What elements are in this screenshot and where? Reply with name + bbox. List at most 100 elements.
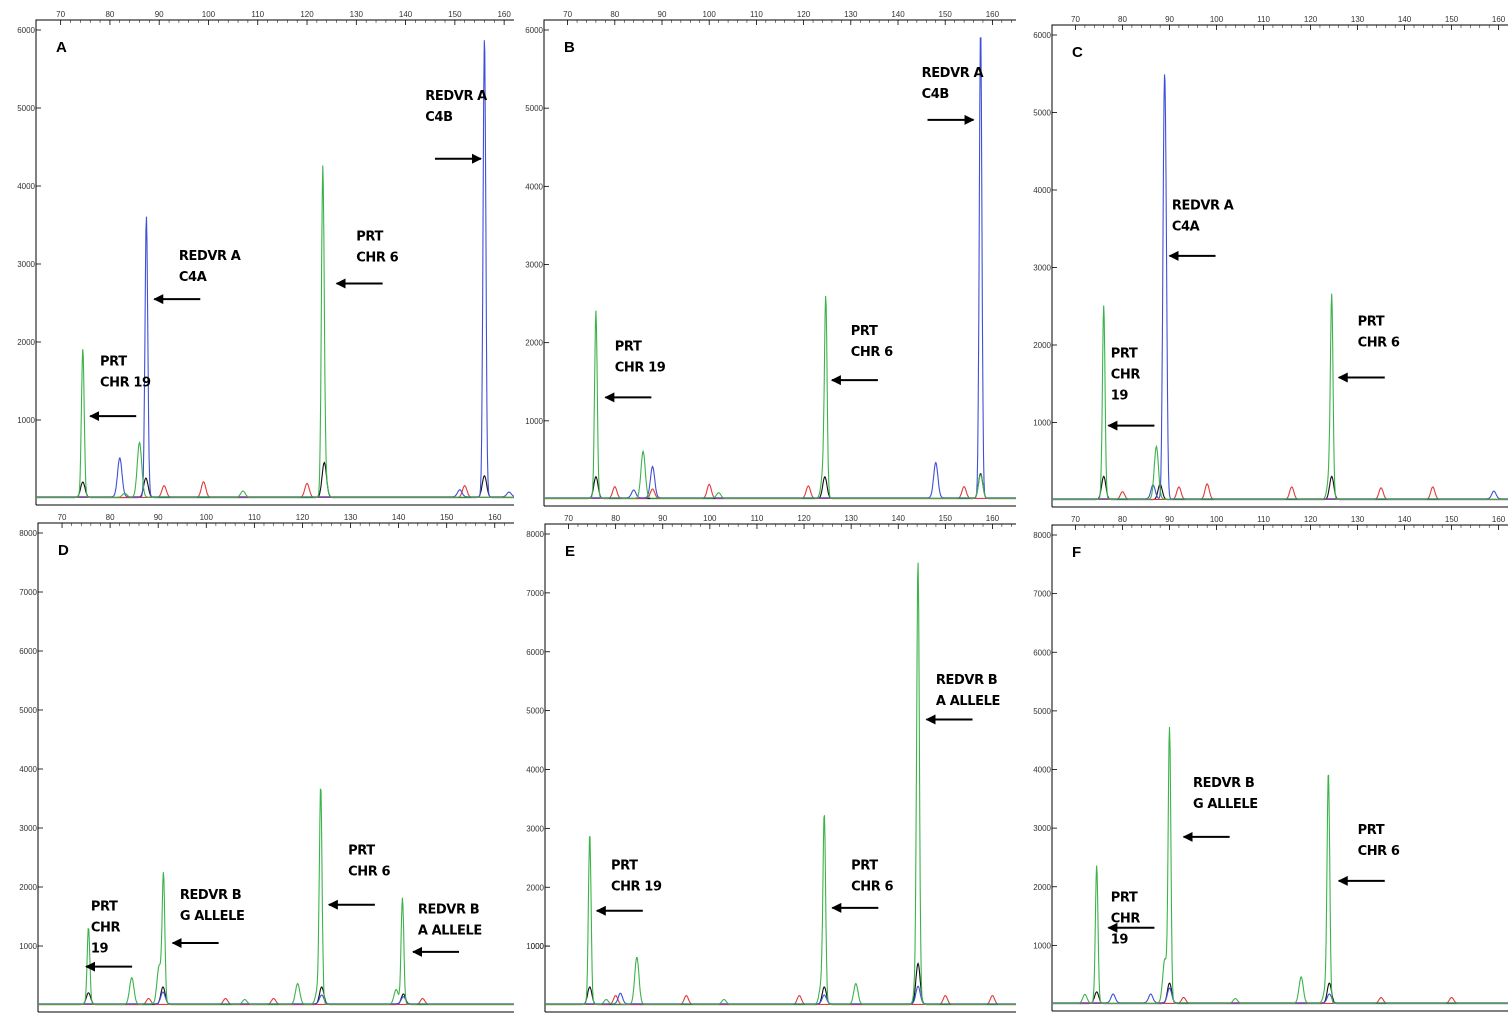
y-tick-label: 5000	[525, 104, 543, 113]
panel-label: D	[58, 542, 69, 559]
y-tick-label: 3000	[525, 261, 543, 270]
y-tick-label: 4000	[1033, 766, 1051, 775]
annotation: PRT CHR 19	[1107, 890, 1155, 947]
x-tick-label: 120	[1304, 15, 1318, 24]
x-tick-label: 90	[658, 514, 667, 523]
x-tick-label: 100	[1210, 15, 1224, 24]
annotation-label: CHR 6	[356, 251, 398, 266]
y-tick-label: 5000	[1033, 707, 1051, 716]
y-tick-label: 1000	[1033, 941, 1051, 950]
annotation-label: CHR	[91, 921, 121, 936]
y-tick-label: 7000	[1033, 590, 1051, 599]
trace-red	[1052, 483, 1508, 500]
annotation-label: PRT	[851, 324, 878, 339]
annotation: REDVR B A ALLELE	[412, 903, 482, 957]
annotation: REDVR A C4B	[425, 89, 488, 164]
y-tick-label: 4000	[19, 765, 37, 774]
annotation: REDVR A C4B	[922, 66, 984, 125]
annotation-label: A ALLELE	[418, 924, 482, 939]
annotation-label: CHR 19	[100, 375, 151, 390]
y-tick-label: 5000	[19, 706, 37, 715]
x-tick-label: 100	[200, 513, 214, 522]
x-tick-label: 80	[1118, 515, 1127, 524]
panel-c: 70 80 90 100 110 120 130 140 150 160 1000 2000 3000 4…	[1033, 15, 1508, 508]
annotation-label: REDVR B	[936, 673, 997, 688]
y-tick-label: 1000	[19, 942, 37, 951]
trace-black	[1052, 982, 1508, 1005]
x-tick-label: 140	[399, 10, 413, 19]
trace-blue	[1052, 987, 1508, 1004]
annotation: PRT CHR 6	[335, 230, 399, 289]
trace-blue	[1052, 74, 1508, 500]
annotation: REDVR A C4A	[1168, 198, 1234, 261]
annotation-label: C4A	[1172, 219, 1200, 234]
annotation-label: PRT	[348, 844, 375, 859]
y-tick-label: 3000	[526, 824, 544, 833]
x-tick-label: 80	[611, 514, 620, 523]
annotation-label: PRT	[1358, 823, 1385, 838]
panel-a: 70 80 90 100 110 120 130 140 150 160 1000 2000 3000 4…	[17, 10, 514, 506]
y-tick-label: 3000	[19, 824, 37, 833]
annotation: PRT CHR 6	[830, 324, 894, 386]
x-tick-label: 110	[1257, 15, 1270, 24]
y-tick-label: 6000	[1033, 31, 1051, 40]
trace-black	[1052, 475, 1508, 501]
y-tick-label: 7000	[526, 589, 544, 598]
panel-frame	[35, 19, 514, 506]
y-tick-label: 2000	[1033, 883, 1051, 892]
x-tick-label: 100	[703, 514, 717, 523]
x-tick-label: 150	[939, 10, 953, 19]
x-tick-label: 120	[797, 514, 811, 523]
annotation-label: C4B	[922, 87, 949, 102]
annotation-label: 19	[91, 942, 109, 957]
trace-green	[36, 165, 514, 498]
annotation: PRT CHR 19	[595, 859, 662, 916]
x-tick-label: 120	[1304, 515, 1318, 524]
trace-red	[36, 481, 514, 498]
annotation-label: CHR 6	[851, 345, 893, 360]
trace-black	[36, 461, 514, 499]
x-tick-label: 90	[1165, 15, 1174, 24]
annotation-label: G ALLELE	[180, 909, 245, 924]
annotation-label: PRT	[615, 339, 642, 354]
panel-label: A	[56, 39, 67, 56]
annotation-label: A ALLELE	[936, 694, 1000, 709]
y-tick-label: 3000	[17, 260, 35, 269]
annotation-label: PRT	[91, 900, 118, 915]
panel-frame	[543, 19, 1016, 507]
x-tick-label: 120	[300, 10, 314, 19]
annotation-label: PRT	[611, 859, 638, 874]
x-tick-label: 150	[1445, 515, 1459, 524]
annotation-label: PRT	[100, 354, 127, 369]
annotation-label: REDVR B	[1193, 776, 1254, 791]
x-tick-label: 160	[1492, 515, 1506, 524]
trace-green	[544, 295, 1016, 499]
trace-red	[544, 483, 1016, 499]
annotation-label: CHR 6	[851, 880, 893, 895]
y-tick-label: 5000	[526, 707, 544, 716]
x-tick-label: 100	[703, 10, 717, 19]
annotation: REDVR B G ALLELE	[171, 888, 245, 949]
x-tick-label: 90	[1165, 515, 1174, 524]
x-tick-label: 70	[1071, 15, 1080, 24]
annotation-label: REDVR A	[922, 66, 984, 81]
trace-black	[545, 962, 1016, 1006]
y-tick-label: 2000	[17, 338, 35, 347]
panel-frame	[1051, 524, 1508, 1012]
annotation: REDVR B G ALLELE	[1182, 776, 1258, 842]
x-tick-label: 110	[1257, 515, 1270, 524]
x-tick-label: 90	[154, 513, 163, 522]
annotation-label: REDVR A	[179, 249, 241, 264]
y-tick-label: 8000	[1033, 531, 1051, 540]
annotation-label: REDVR B	[180, 888, 241, 903]
trace-blue	[36, 40, 514, 498]
x-tick-label: 160	[1492, 15, 1506, 24]
annotation-label: CHR 19	[611, 880, 662, 895]
x-tick-label: 130	[844, 514, 858, 523]
annotation-label: CHR 6	[348, 865, 390, 880]
annotation-label: CHR	[1111, 367, 1141, 382]
x-tick-label: 70	[56, 10, 65, 19]
annotation-label: 19	[1111, 388, 1129, 403]
annotation-label: CHR 6	[1358, 336, 1400, 351]
